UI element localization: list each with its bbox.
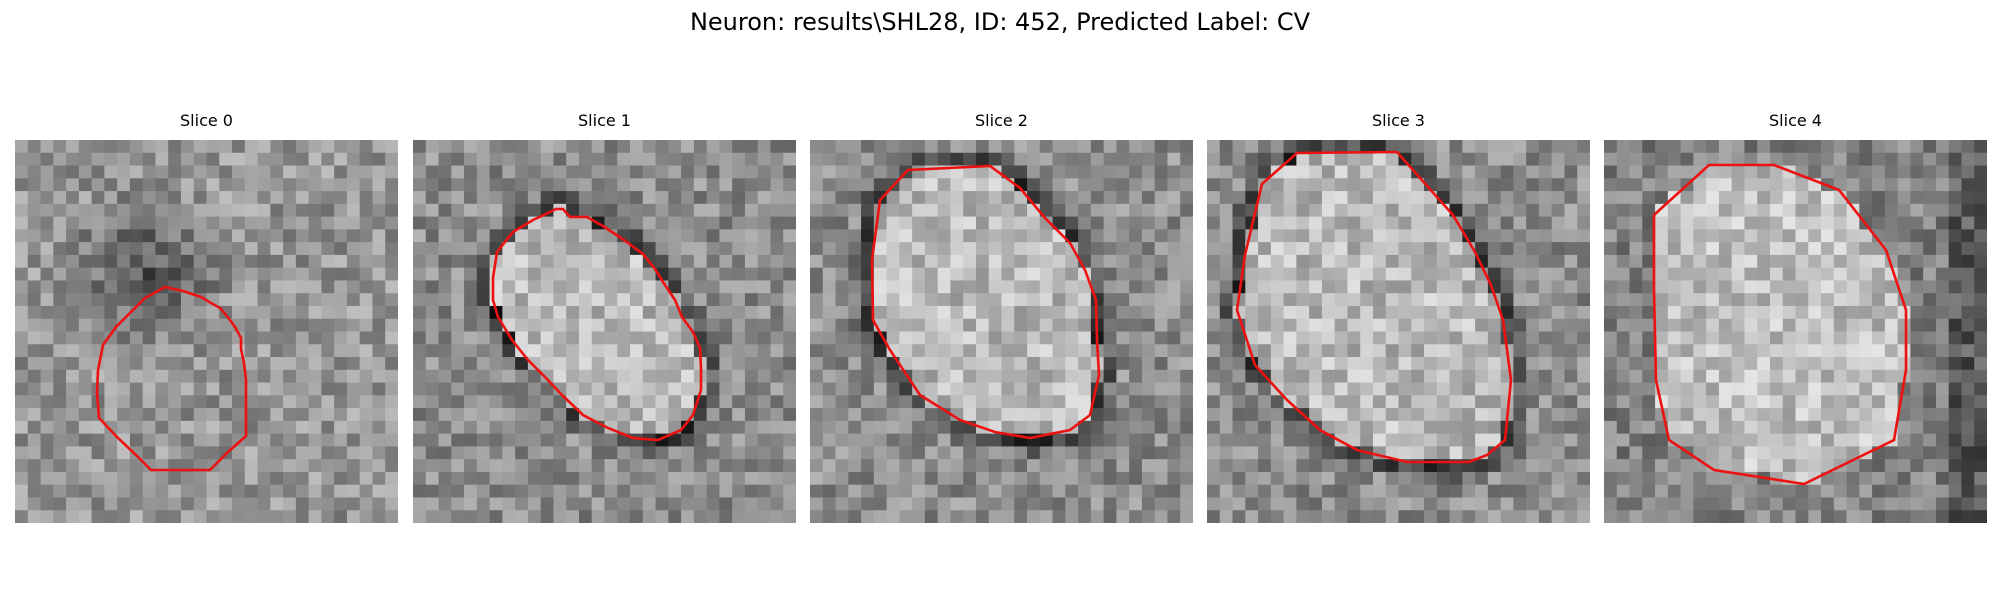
slice-image	[1604, 140, 1987, 523]
segmentation-contour	[870, 164, 1101, 440]
slice-panel-4: Slice 4	[1604, 110, 1987, 523]
slice-image	[15, 140, 398, 523]
segmentation-contour	[95, 285, 248, 472]
slice-panel-0: Slice 0	[15, 110, 398, 523]
slice-panel-1: Slice 1	[413, 110, 796, 523]
slice-title: Slice 4	[1769, 111, 1822, 130]
grayscale-pixel-grid	[1207, 140, 1590, 523]
segmentation-contour	[491, 207, 703, 442]
slice-title: Slice 1	[578, 111, 631, 130]
figure-title: Neuron: results\SHL28, ID: 452, Predicte…	[689, 8, 1311, 36]
slice-panel-2: Slice 2	[810, 110, 1193, 523]
segmentation-contour	[1235, 150, 1513, 464]
slice-title: Slice 0	[180, 111, 233, 130]
slice-image	[1207, 140, 1590, 523]
grayscale-pixel-grid	[413, 140, 796, 523]
grayscale-pixel-grid	[810, 140, 1193, 523]
grayscale-pixel-grid	[1604, 140, 1987, 523]
slice-image	[810, 140, 1193, 523]
segmentation-contour	[1652, 163, 1908, 486]
grayscale-pixel-grid	[15, 140, 398, 523]
slice-title: Slice 3	[1372, 111, 1425, 130]
slice-image	[413, 140, 796, 523]
slice-panel-3: Slice 3	[1207, 110, 1590, 523]
slice-title: Slice 2	[975, 111, 1028, 130]
